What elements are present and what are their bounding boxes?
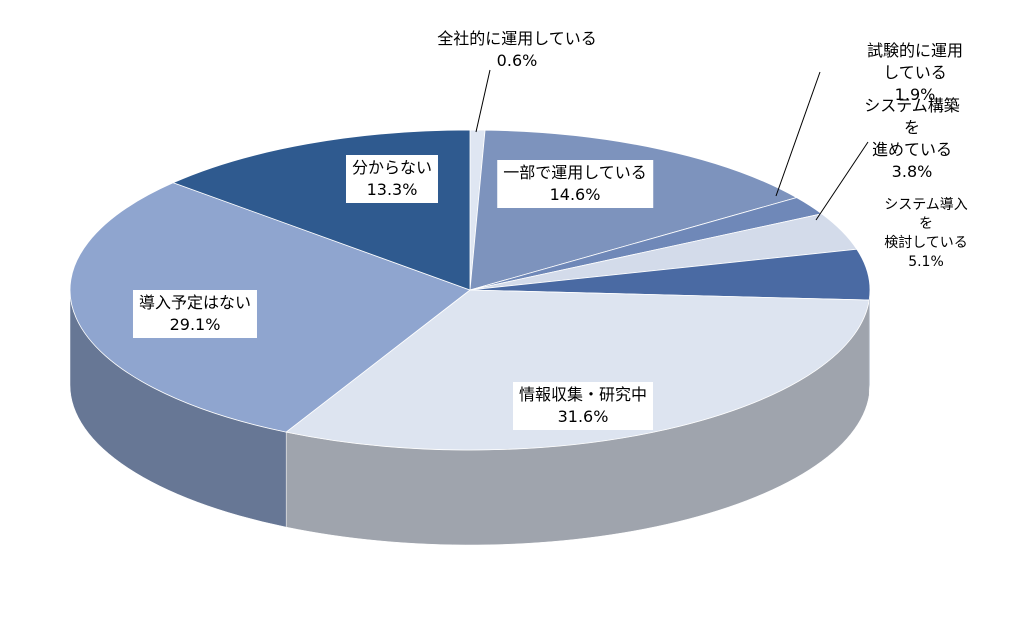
- category-label: 試験的に運用している: [866, 41, 963, 82]
- category-label: システム導入を 検討している: [884, 197, 968, 251]
- value-label: 5.1%: [908, 254, 944, 270]
- value-label: 29.1%: [169, 315, 221, 334]
- category-label: 一部で運用している: [503, 163, 647, 182]
- value-label: 1.9%: [894, 85, 936, 104]
- value-label: 14.6%: [549, 185, 601, 204]
- value-label: 0.6%: [496, 51, 538, 70]
- category-label: 導入予定はない: [138, 293, 252, 312]
- data-label: 導入予定はない 29.1%: [132, 290, 258, 338]
- data-label: 試験的に運用している 1.9%: [864, 40, 967, 106]
- leader-line: [775, 71, 821, 197]
- value-label: 13.3%: [366, 180, 418, 199]
- data-label: 全社的に運用している 0.6%: [437, 28, 597, 72]
- data-label: システム構築を 進めている 3.8%: [859, 95, 965, 183]
- data-label: システム導入を 検討している 5.1%: [880, 196, 972, 272]
- value-label: 31.6%: [557, 407, 609, 426]
- pie-slice: [285, 289, 870, 451]
- category-label: 分からない: [351, 158, 433, 177]
- data-label: 一部で運用している 14.6%: [497, 160, 653, 208]
- category-label: 全社的に運用している: [437, 29, 597, 48]
- category-label: 情報収集・研究中: [518, 385, 648, 404]
- category-label: システム構築を 進めている: [864, 96, 960, 159]
- leader-line: [815, 141, 869, 221]
- value-label: 3.8%: [891, 162, 933, 181]
- pie-slice: [69, 182, 471, 433]
- leader-line: [475, 69, 491, 133]
- data-label: 情報収集・研究中 31.6%: [512, 382, 654, 430]
- data-label: 分からない 13.3%: [345, 155, 439, 203]
